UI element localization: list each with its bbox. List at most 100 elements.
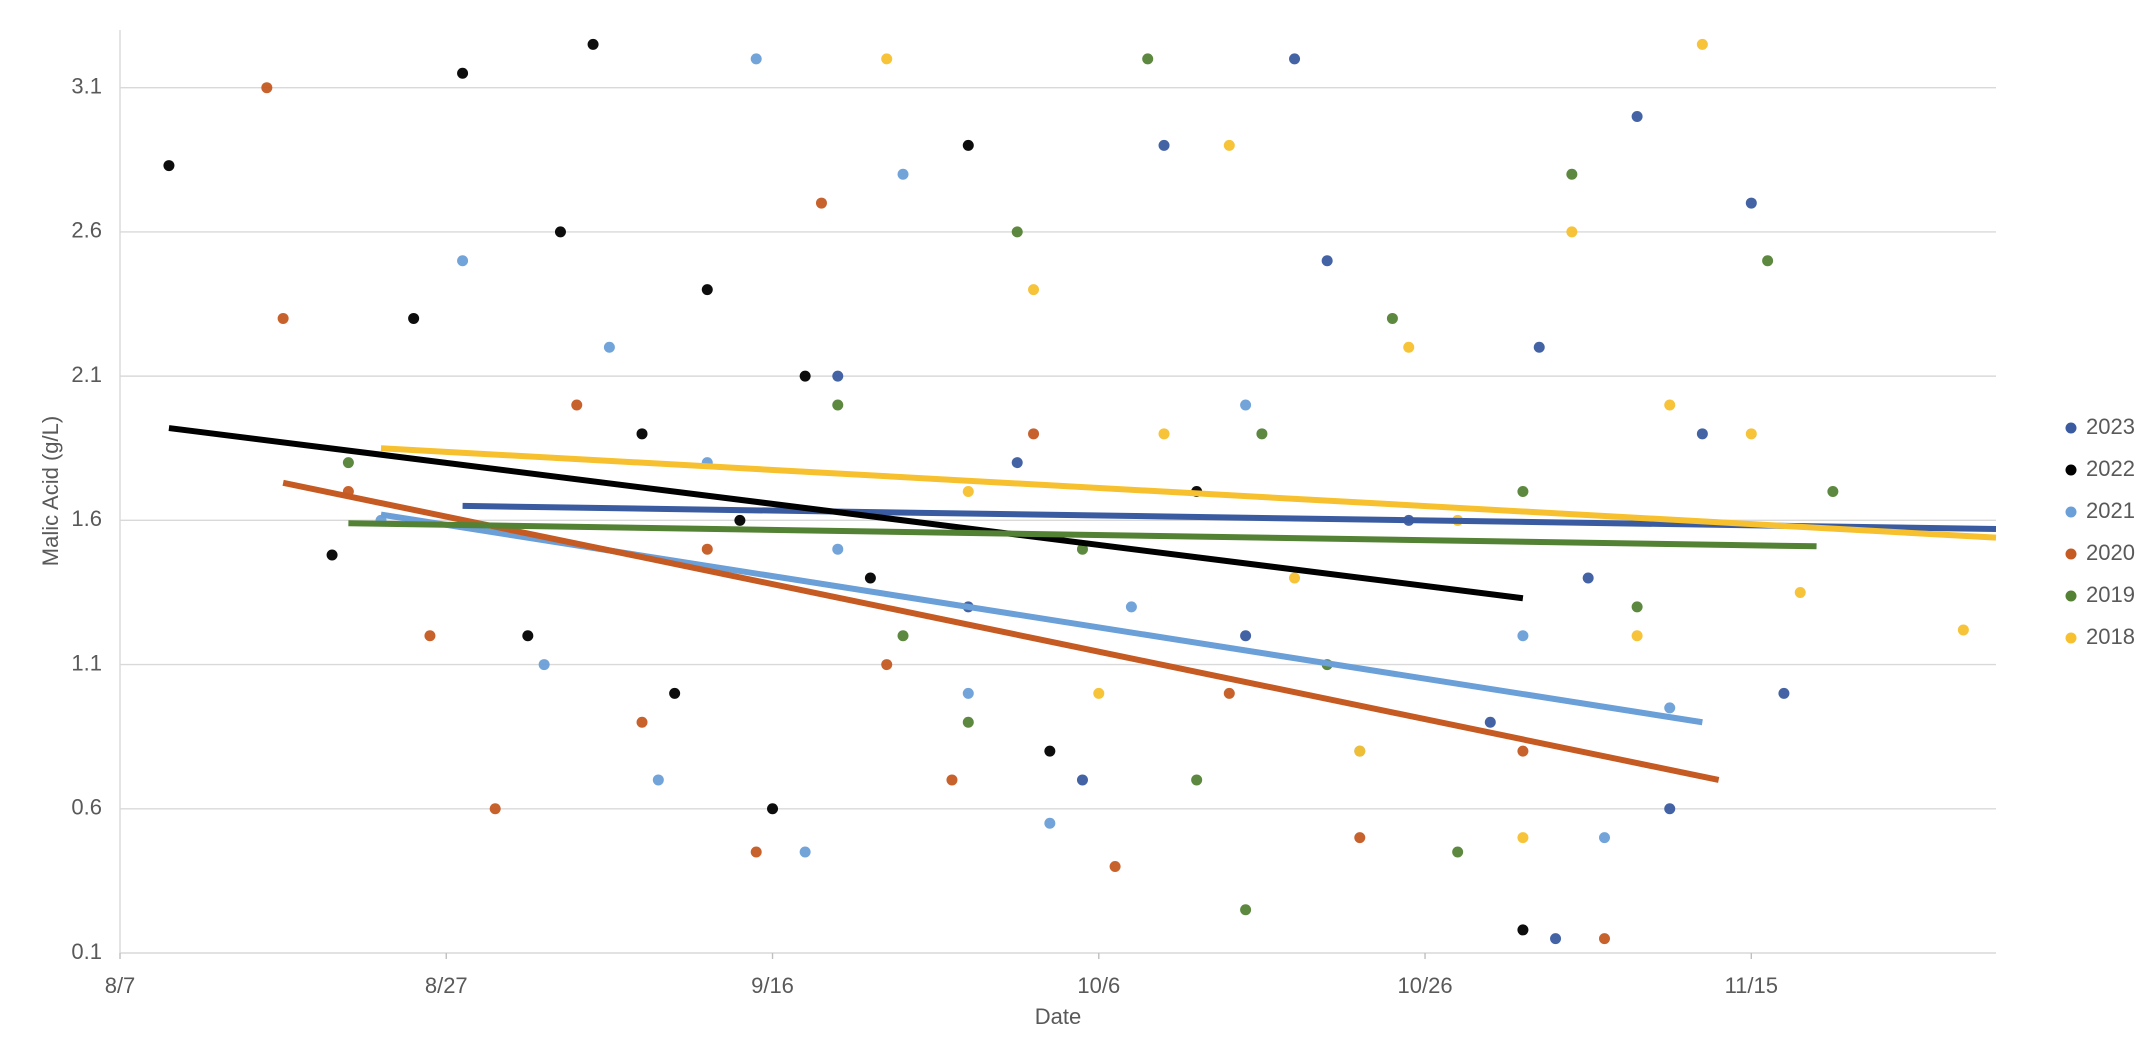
data-point [1745,197,1757,209]
data-point [1517,924,1529,936]
data-point [832,399,844,411]
y-tick-label: 0.1 [71,939,102,964]
data-point [1240,399,1252,411]
data-point [1386,312,1398,324]
data-point [1011,457,1023,469]
y-tick-label: 2.1 [71,362,102,387]
data-point [1582,572,1594,584]
x-axis-label: Date [1035,1004,1081,1029]
data-point [1631,601,1643,613]
data-point [457,67,469,79]
data-point [1598,832,1610,844]
data-point [636,428,648,440]
legend-marker [2065,548,2077,560]
data-point [1076,543,1088,555]
data-point [1158,139,1170,151]
y-tick-label: 3.1 [71,74,102,99]
x-tick-label: 9/16 [751,973,794,998]
data-point [1957,624,1969,636]
data-point [1745,428,1757,440]
data-point [1484,716,1496,728]
legend-label: 2019 [2086,582,2135,607]
data-point [1223,139,1235,151]
data-point [1109,860,1121,872]
trendline [282,479,1720,783]
data-point [734,514,746,526]
legend-label: 2022 [2086,456,2135,481]
data-point [489,803,501,815]
data-point [1289,53,1301,65]
data-point [1664,702,1676,714]
data-point [701,543,713,555]
data-point [424,630,436,642]
data-point [261,82,273,94]
data-point [1827,486,1839,497]
y-tick-label: 2.6 [71,218,102,243]
data-point [881,659,893,671]
legend-label: 2021 [2086,498,2135,523]
legend-label: 2023 [2086,414,2135,439]
trendline [168,425,1524,602]
data-point [1517,832,1529,844]
trendline [348,520,1817,550]
data-point [1517,745,1529,757]
legend-label: 2018 [2086,624,2135,649]
data-point [1696,428,1708,440]
data-point [1664,399,1676,411]
trendline [380,445,1997,541]
x-tick-label: 8/7 [105,973,136,998]
data-point [1762,255,1774,267]
data-point [1028,428,1040,440]
data-point [962,687,974,699]
y-axis-label: Malic Acid (g/L) [38,416,63,566]
x-tick-label: 10/6 [1077,973,1120,998]
data-point [1321,255,1333,267]
data-point [1664,803,1676,815]
data-point [1142,53,1154,65]
data-point [832,370,844,382]
data-point [457,255,469,267]
data-point [750,846,762,858]
data-point [864,572,876,584]
data-point [1028,284,1040,296]
data-point [1044,817,1056,829]
data-point [1223,687,1235,699]
legend-label: 2020 [2086,540,2135,565]
data-point [1631,111,1643,123]
data-point [897,168,909,180]
data-point [1452,846,1464,858]
data-point [326,549,338,561]
legend-marker [2065,422,2077,434]
data-point [815,197,827,209]
data-point [669,687,681,699]
data-point [962,139,974,151]
data-point [1517,630,1529,642]
data-point [1533,341,1545,353]
data-point [652,774,664,786]
data-point [1598,933,1610,945]
data-point [1566,168,1578,180]
data-point [946,774,958,786]
data-point [881,53,893,65]
data-point [1289,572,1301,584]
data-point [1794,586,1806,598]
data-point [1044,745,1056,757]
legend-marker [2065,590,2077,602]
data-point [750,53,762,65]
x-tick-label: 10/26 [1398,973,1453,998]
data-point [408,312,420,324]
data-point [1517,486,1529,497]
data-point [1256,428,1268,440]
data-point [767,803,779,815]
data-point [342,457,354,469]
data-point [1403,341,1415,353]
data-point [1354,745,1366,757]
data-point [1093,687,1105,699]
y-tick-label: 1.6 [71,506,102,531]
data-point [1011,226,1023,238]
legend-marker [2065,506,2077,518]
data-point [1696,38,1708,50]
legend-marker [2065,464,2077,476]
legend-marker [2065,632,2077,644]
